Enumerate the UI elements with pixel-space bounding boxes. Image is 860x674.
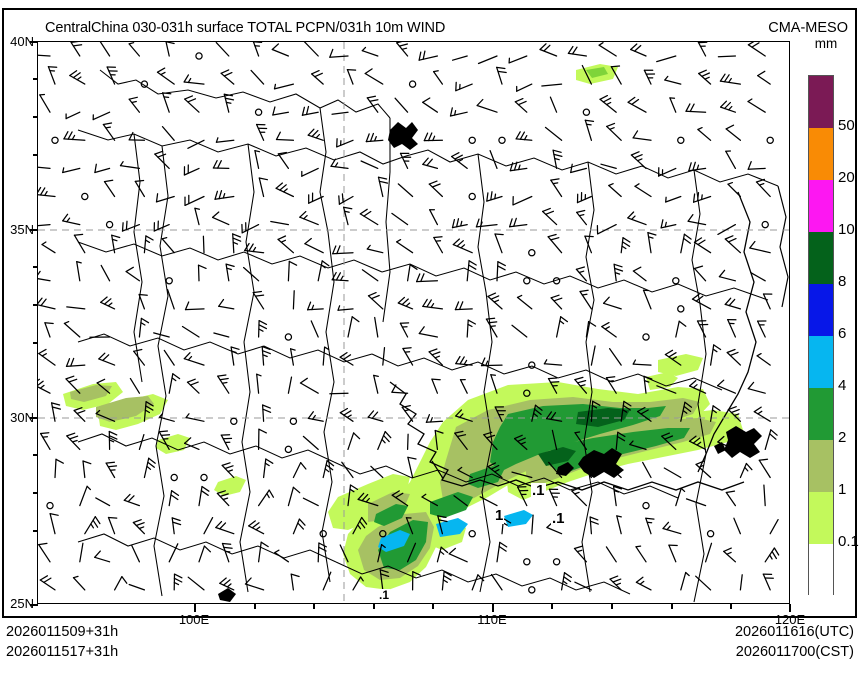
colorbar-band-4-6 (809, 336, 833, 388)
colorbar-tick-1: 1 (838, 481, 847, 498)
y-tick-label-35N: 35N (10, 222, 34, 237)
colorbar-tick-4: 4 (838, 377, 847, 394)
precipitation-shading (63, 64, 743, 590)
colorbar-tick-8: 8 (838, 273, 847, 290)
precipitation-colorbar (808, 75, 834, 596)
colorbar-tick-10: 10 (838, 221, 855, 238)
colorbar-band-6-8 (809, 284, 833, 336)
x-tick-label-100E: 100E (178, 612, 210, 627)
x-tick-label-120E: 120E (774, 612, 806, 627)
footer-init-time-cst: 2026011517+31h (6, 644, 119, 660)
map-canvas (38, 42, 789, 603)
colorbar-band-0-0-1 (809, 544, 833, 596)
contour-label: .1 (378, 588, 391, 602)
y-tick-label-25N: 25N (10, 596, 34, 611)
colorbar-band-8-10 (809, 232, 833, 284)
map-borders (77, 69, 789, 603)
colorbar-band-0-1-1 (809, 492, 833, 544)
colorbar-tick-2: 2 (838, 429, 847, 446)
colorbar-tick-20: 20 (838, 169, 855, 186)
y-tick-label-30N: 30N (10, 410, 34, 425)
map-plot-area: .1 1 .1 .1 (37, 41, 790, 604)
colorbar-tick-50: 50 (838, 117, 855, 134)
wind-barbs (38, 42, 780, 594)
footer-valid-time-cst: 2026011700(CST) (735, 644, 854, 660)
contour-label: 1 (494, 507, 505, 524)
footer-valid-time-utc: 2026011616(UTC) (734, 624, 854, 640)
page-title: CentralChina 030-031h surface TOTAL PCPN… (45, 20, 446, 36)
colorbar-band-2-4 (809, 388, 833, 440)
colorbar-band-1-2 (809, 440, 833, 492)
footer: 2026011509+31h 2026011517+31h 2026011616… (0, 622, 860, 672)
colorbar-band-50- (809, 76, 833, 128)
lake-features (218, 122, 762, 602)
contour-label: .1 (531, 482, 546, 499)
colorbar-unit-label: mm (814, 36, 838, 51)
colorbar-band-10-20 (809, 180, 833, 232)
colorbar-tick-6: 6 (838, 325, 847, 342)
footer-init-time-utc: 2026011509+31h (6, 624, 119, 640)
contour-label: .1 (551, 510, 566, 527)
x-tick-label-110E: 110E (477, 612, 507, 627)
y-tick-label-40N: 40N (10, 34, 34, 49)
colorbar-tick-0.1: 0.1 (838, 533, 859, 550)
model-name-label: CMA-MESO (768, 20, 848, 36)
colorbar-band-20-50 (809, 128, 833, 180)
